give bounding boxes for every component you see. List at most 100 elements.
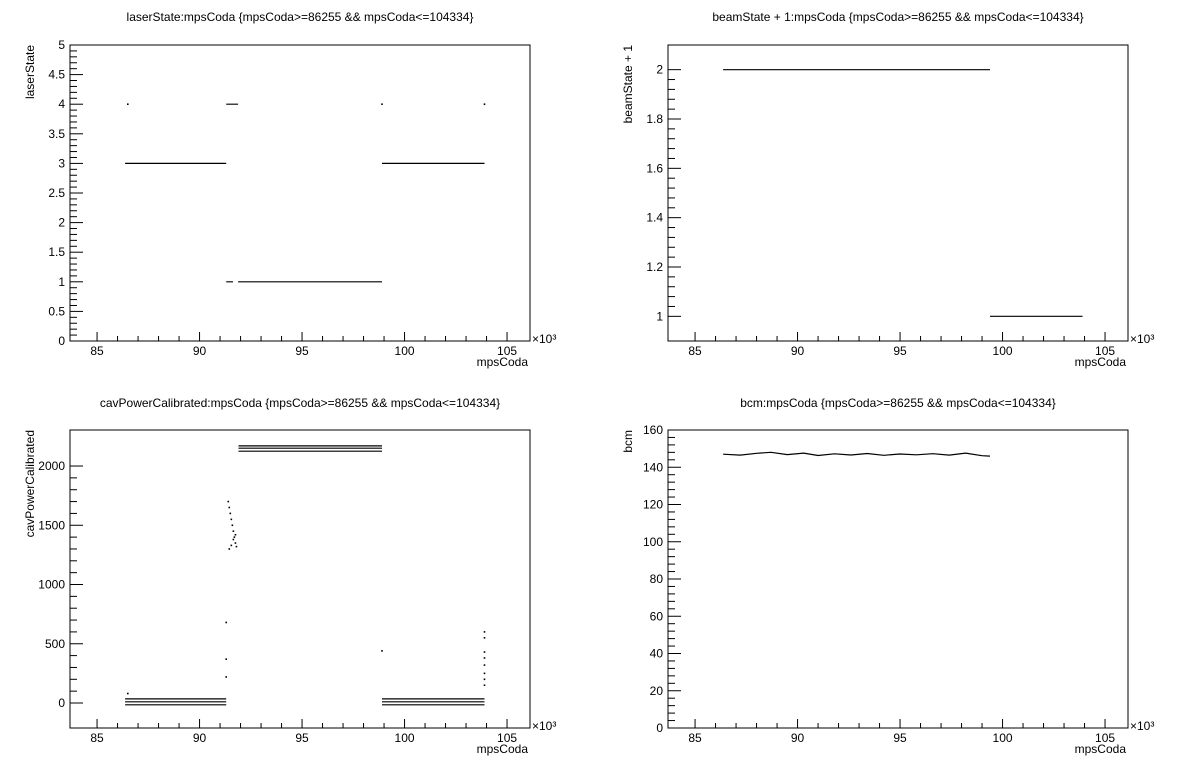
data-line bbox=[723, 451, 991, 457]
data-point bbox=[234, 542, 237, 544]
data-point bbox=[381, 103, 383, 105]
y-tick-label: 20 bbox=[650, 684, 664, 698]
data-line bbox=[238, 445, 382, 452]
y-tick-label: 160 bbox=[643, 423, 663, 437]
chart-title: beamState + 1:mpsCoda {mpsCoda>=86255 &&… bbox=[712, 10, 1083, 24]
plot-frame bbox=[69, 44, 531, 342]
x-tick-label: 100 bbox=[395, 731, 415, 745]
x-tick-label: 85 bbox=[90, 731, 104, 745]
chart-title: laserState:mpsCoda {mpsCoda>=86255 && mp… bbox=[127, 10, 474, 24]
x-tick-label: 85 bbox=[90, 344, 104, 358]
chart-title: cavPowerCalibrated:mpsCoda {mpsCoda>=862… bbox=[100, 396, 500, 410]
y-tick-label: 2000 bbox=[38, 459, 65, 473]
y-tick-label: 0.5 bbox=[48, 304, 65, 318]
y-tick-label: 1.2 bbox=[646, 260, 663, 274]
data-point bbox=[483, 651, 486, 653]
data-point bbox=[232, 538, 235, 541]
y-tick-label: 140 bbox=[643, 460, 663, 474]
data-point bbox=[127, 692, 129, 695]
y-axis-label: cavPowerCalibrated bbox=[23, 430, 37, 537]
data-point bbox=[227, 500, 230, 503]
x-axis-label: mpsCoda bbox=[477, 742, 529, 756]
x-axis-label: mpsCoda bbox=[477, 355, 529, 369]
y-tick-label: 1500 bbox=[38, 518, 65, 532]
x-tick-label: 90 bbox=[791, 731, 805, 745]
data-point bbox=[228, 548, 231, 550]
x-axis-multiplier: ×10³ bbox=[1130, 332, 1154, 346]
y-axis-label: bcm bbox=[621, 430, 635, 453]
data-point bbox=[235, 545, 238, 548]
y-tick-label: 2 bbox=[58, 216, 65, 230]
data-point bbox=[483, 631, 486, 633]
data-point bbox=[483, 678, 486, 681]
x-tick-label: 105 bbox=[497, 731, 517, 745]
x-tick-label: 105 bbox=[497, 344, 517, 358]
plot-frame bbox=[69, 429, 531, 729]
y-tick-label: 100 bbox=[643, 535, 663, 549]
y-tick-label: 1.5 bbox=[48, 245, 65, 259]
y-tick-label: 0 bbox=[656, 721, 663, 735]
y-tick-label: 4 bbox=[58, 97, 65, 111]
data-point bbox=[231, 524, 234, 527]
y-tick-label: 3 bbox=[58, 156, 65, 170]
data-point bbox=[228, 506, 231, 509]
x-tick-label: 95 bbox=[295, 731, 309, 745]
data-line bbox=[125, 103, 485, 283]
x-tick-label: 105 bbox=[1095, 731, 1115, 745]
x-tick-label: 100 bbox=[993, 731, 1013, 745]
y-tick-label: 0 bbox=[58, 696, 65, 710]
x-tick-label: 95 bbox=[893, 344, 907, 358]
y-tick-label: 1 bbox=[58, 275, 65, 289]
x-tick-label: 85 bbox=[688, 344, 702, 358]
y-tick-label: 2.5 bbox=[48, 186, 65, 200]
y-tick-label: 40 bbox=[650, 647, 664, 661]
data-point bbox=[233, 536, 236, 538]
x-axis-label: mpsCoda bbox=[1075, 742, 1127, 756]
x-axis-multiplier: ×10³ bbox=[532, 719, 556, 733]
y-tick-label: 60 bbox=[650, 609, 664, 623]
data-line bbox=[723, 69, 1083, 317]
y-tick-label: 120 bbox=[643, 498, 663, 512]
data-line bbox=[125, 698, 485, 706]
y-tick-label: 5 bbox=[58, 38, 65, 52]
data-point bbox=[483, 672, 486, 675]
x-tick-label: 85 bbox=[688, 731, 702, 745]
x-tick-label: 105 bbox=[1095, 344, 1115, 358]
y-axis-label: laserState bbox=[23, 45, 37, 99]
y-tick-label: 4.5 bbox=[48, 68, 65, 82]
data-point bbox=[230, 518, 233, 521]
y-tick-label: 0 bbox=[58, 334, 65, 348]
x-axis-label: mpsCoda bbox=[1075, 355, 1127, 369]
x-tick-label: 100 bbox=[395, 344, 415, 358]
x-tick-label: 95 bbox=[893, 731, 907, 745]
data-point bbox=[230, 544, 233, 547]
plot-frame bbox=[667, 429, 1129, 729]
x-tick-label: 100 bbox=[993, 344, 1013, 358]
x-axis-multiplier: ×10³ bbox=[532, 332, 556, 346]
data-point bbox=[483, 664, 486, 666]
y-axis-label: beamState + 1 bbox=[621, 45, 635, 124]
y-tick-label: 1.4 bbox=[646, 211, 663, 225]
y-tick-label: 3.5 bbox=[48, 127, 65, 141]
data-point bbox=[225, 658, 228, 660]
y-tick-label: 1.6 bbox=[646, 161, 663, 175]
x-tick-label: 95 bbox=[295, 344, 309, 358]
data-point bbox=[381, 650, 383, 652]
x-tick-label: 90 bbox=[193, 731, 207, 745]
data-point bbox=[229, 512, 232, 515]
data-point bbox=[127, 103, 129, 105]
y-tick-label: 2 bbox=[656, 63, 663, 77]
data-point bbox=[483, 637, 486, 639]
y-tick-label: 1000 bbox=[38, 578, 65, 592]
data-point bbox=[483, 684, 486, 687]
y-tick-label: 80 bbox=[650, 572, 664, 586]
x-tick-label: 90 bbox=[791, 344, 805, 358]
plot-frame bbox=[667, 44, 1129, 342]
y-tick-label: 500 bbox=[45, 637, 65, 651]
y-tick-label: 1 bbox=[656, 309, 663, 323]
data-point bbox=[225, 676, 228, 678]
x-axis-multiplier: ×10³ bbox=[1130, 719, 1154, 733]
chart-title: bcm:mpsCoda {mpsCoda>=86255 && mpsCoda<=… bbox=[740, 396, 1056, 410]
x-tick-label: 90 bbox=[193, 344, 207, 358]
